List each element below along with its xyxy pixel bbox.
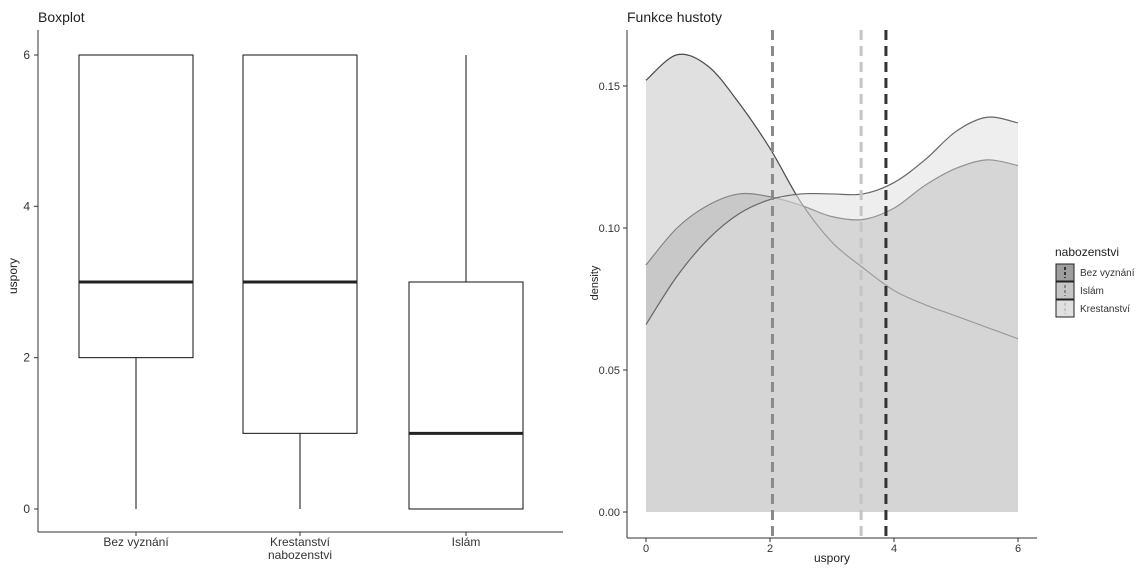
- density-y-tick-label: 0.15: [599, 81, 620, 93]
- boxplot-x-tick-label: Bez vyznání: [103, 535, 169, 549]
- density-xlabel: uspory: [814, 551, 850, 565]
- density-x-axis: 0 2 4 6: [627, 537, 1037, 555]
- boxplot-x-tick-label: nabozenstvi: [268, 548, 332, 562]
- boxplot-y-tick-label: 6: [23, 48, 30, 62]
- density-y-tick-label: 0.10: [599, 223, 620, 235]
- density-legend: nabozenstvi Bez vyznání Islám Krestanství: [1055, 245, 1135, 318]
- boxplot-y-tick-label: 2: [23, 351, 30, 365]
- boxplot-box: [78, 54, 194, 359]
- boxplot-y-tick-label: 4: [23, 199, 30, 213]
- density-area: [646, 117, 1018, 512]
- density-ylabel: density: [589, 265, 601, 300]
- density-panel: Funkce hustoty 0.00 0.05 0.10 0.15 0 2 4 6 den…: [589, 9, 1135, 565]
- boxplot-panel: Boxplot 0 2 4 6 Bez vyznání Krestanstvínaboz…: [6, 9, 563, 562]
- legend-label: Islám: [1080, 286, 1104, 297]
- boxplot-y-tick-label: 0: [23, 502, 30, 516]
- boxplot-box: [408, 281, 524, 510]
- density-y-tick-label: 0.05: [599, 365, 620, 377]
- density-line: [645, 116, 1019, 325]
- boxplot-y-axis: 0 2 4 6: [23, 30, 39, 532]
- boxplot-x-tick-label: Islám: [452, 535, 481, 549]
- density-areas: [645, 53, 1019, 513]
- legend-label: Krestanství: [1080, 304, 1130, 315]
- legend-label: Bez vyznání: [1080, 268, 1135, 279]
- density-x-tick-label: 2: [767, 543, 773, 555]
- density-x-tick-label: 6: [1015, 543, 1021, 555]
- boxplot-title: Boxplot: [38, 9, 85, 25]
- boxplot-ylabel: uspory: [6, 258, 20, 294]
- density-y-tick-label: 0.00: [599, 507, 620, 519]
- density-x-tick-label: 0: [643, 543, 649, 555]
- legend-title: nabozenstvi: [1055, 245, 1119, 259]
- density-mean-lines: [770, 30, 888, 538]
- density-title: Funkce hustoty: [627, 9, 722, 25]
- boxplot-x-tick-label: Krestanství: [270, 535, 331, 549]
- density-y-axis: 0.00 0.05 0.10 0.15: [599, 30, 628, 538]
- boxplot-box: [242, 54, 358, 434]
- density-x-tick-label: 4: [891, 543, 897, 555]
- boxplot-boxes: [78, 54, 524, 510]
